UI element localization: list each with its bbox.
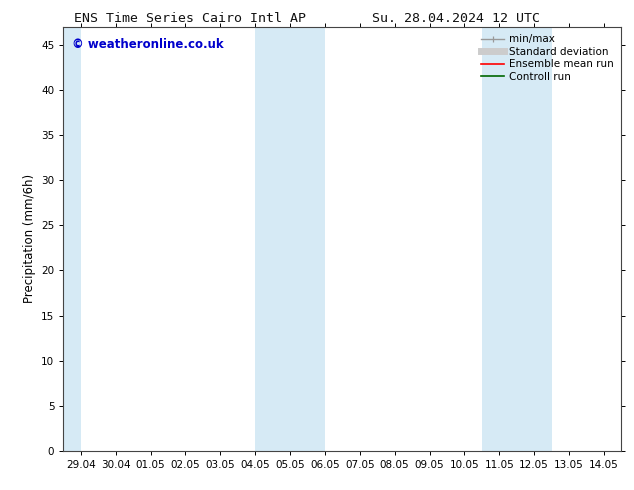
Legend: min/max, Standard deviation, Ensemble mean run, Controll run: min/max, Standard deviation, Ensemble me… bbox=[479, 32, 616, 84]
Bar bbox=[255, 27, 325, 451]
Text: ENS Time Series Cairo Intl AP: ENS Time Series Cairo Intl AP bbox=[74, 12, 306, 25]
Bar bbox=[482, 27, 552, 451]
Bar bbox=[63, 27, 81, 451]
Text: © weatheronline.co.uk: © weatheronline.co.uk bbox=[72, 38, 223, 50]
Y-axis label: Precipitation (mm/6h): Precipitation (mm/6h) bbox=[23, 174, 36, 303]
Text: Su. 28.04.2024 12 UTC: Su. 28.04.2024 12 UTC bbox=[373, 12, 540, 25]
